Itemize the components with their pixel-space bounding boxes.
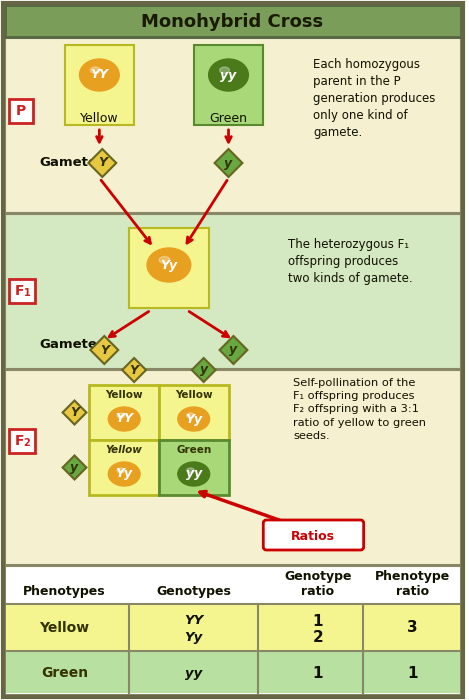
FancyBboxPatch shape xyxy=(159,440,228,495)
Text: Yy: Yy xyxy=(185,631,203,645)
Text: Yy: Yy xyxy=(185,412,202,426)
FancyBboxPatch shape xyxy=(90,440,159,495)
Text: Each homozygous
parent in the P
generation produces
only one kind of
gamete.: Each homozygous parent in the P generati… xyxy=(313,58,435,139)
Text: Phenotypes: Phenotypes xyxy=(23,584,106,598)
Text: Genotype
ratio: Genotype ratio xyxy=(284,570,352,598)
Ellipse shape xyxy=(108,462,140,486)
Text: P: P xyxy=(16,104,26,118)
Ellipse shape xyxy=(147,248,191,282)
Polygon shape xyxy=(62,400,86,424)
FancyBboxPatch shape xyxy=(5,214,461,369)
Text: Y: Y xyxy=(98,157,107,169)
Polygon shape xyxy=(215,149,242,177)
Ellipse shape xyxy=(219,67,229,74)
FancyBboxPatch shape xyxy=(6,652,460,693)
FancyBboxPatch shape xyxy=(194,45,263,125)
Ellipse shape xyxy=(187,413,195,418)
Text: 1: 1 xyxy=(313,613,323,629)
Polygon shape xyxy=(62,456,86,480)
Text: Yellow: Yellow xyxy=(80,111,119,125)
Text: The heterozygous F₁
offspring produces
two kinds of gamete.: The heterozygous F₁ offspring produces t… xyxy=(288,238,413,285)
FancyBboxPatch shape xyxy=(9,279,35,303)
Text: Self-pollination of the
F₁ offspring produces
F₂ offspring with a 3:1
ratio of y: Self-pollination of the F₁ offspring pro… xyxy=(293,378,426,441)
Ellipse shape xyxy=(159,256,170,263)
Text: Genotypes: Genotypes xyxy=(156,584,231,598)
FancyBboxPatch shape xyxy=(159,385,228,440)
Text: Ratios: Ratios xyxy=(291,529,335,542)
Text: 2: 2 xyxy=(23,438,30,448)
Text: Green: Green xyxy=(176,445,212,455)
Text: Monohybrid Cross: Monohybrid Cross xyxy=(142,13,324,31)
Polygon shape xyxy=(192,358,216,382)
FancyBboxPatch shape xyxy=(5,370,461,565)
Text: Yellow: Yellow xyxy=(175,390,212,400)
Text: 3: 3 xyxy=(407,620,417,636)
Text: F: F xyxy=(15,434,24,448)
Text: Green: Green xyxy=(41,666,88,680)
Text: Gametes: Gametes xyxy=(40,157,106,169)
Text: yy: yy xyxy=(186,468,202,480)
FancyBboxPatch shape xyxy=(5,5,461,37)
Text: yy: yy xyxy=(220,69,237,81)
Text: Green: Green xyxy=(210,111,248,125)
Text: Yellow: Yellow xyxy=(106,445,143,455)
Text: yy: yy xyxy=(185,666,202,680)
Text: 1: 1 xyxy=(23,288,30,298)
Text: F: F xyxy=(15,284,24,298)
Text: Y: Y xyxy=(100,344,109,356)
Text: Gametes: Gametes xyxy=(40,339,106,351)
Text: Phenotype
ratio: Phenotype ratio xyxy=(375,570,450,598)
Text: y: y xyxy=(200,363,208,377)
Text: 2: 2 xyxy=(312,631,323,645)
Text: y: y xyxy=(229,344,237,356)
FancyBboxPatch shape xyxy=(5,566,461,695)
Ellipse shape xyxy=(178,407,210,431)
FancyBboxPatch shape xyxy=(5,38,461,213)
Polygon shape xyxy=(219,336,247,364)
Ellipse shape xyxy=(117,413,125,418)
Polygon shape xyxy=(89,149,116,177)
FancyBboxPatch shape xyxy=(6,605,460,650)
Text: y: y xyxy=(225,157,233,169)
Text: Yy: Yy xyxy=(116,468,133,480)
FancyBboxPatch shape xyxy=(263,520,363,550)
Text: 1: 1 xyxy=(313,666,323,680)
Ellipse shape xyxy=(108,407,140,431)
Ellipse shape xyxy=(187,468,195,472)
FancyBboxPatch shape xyxy=(9,429,35,453)
Ellipse shape xyxy=(178,462,210,486)
Text: 1: 1 xyxy=(407,666,417,680)
FancyBboxPatch shape xyxy=(129,228,209,308)
Text: YY: YY xyxy=(91,69,108,81)
Text: Y: Y xyxy=(70,406,79,419)
Text: Yellow: Yellow xyxy=(106,390,143,400)
Text: y: y xyxy=(70,461,79,474)
FancyBboxPatch shape xyxy=(90,385,159,440)
Text: Yellow: Yellow xyxy=(39,621,90,635)
Text: YY: YY xyxy=(115,412,133,426)
Text: Y: Y xyxy=(129,363,139,377)
Ellipse shape xyxy=(91,67,100,74)
Polygon shape xyxy=(91,336,118,364)
Text: Yy: Yy xyxy=(160,258,177,272)
Polygon shape xyxy=(122,358,146,382)
FancyBboxPatch shape xyxy=(9,99,33,123)
Ellipse shape xyxy=(117,468,125,472)
Ellipse shape xyxy=(79,59,119,91)
FancyBboxPatch shape xyxy=(65,45,134,125)
Text: YY: YY xyxy=(184,615,204,627)
Ellipse shape xyxy=(209,59,249,91)
